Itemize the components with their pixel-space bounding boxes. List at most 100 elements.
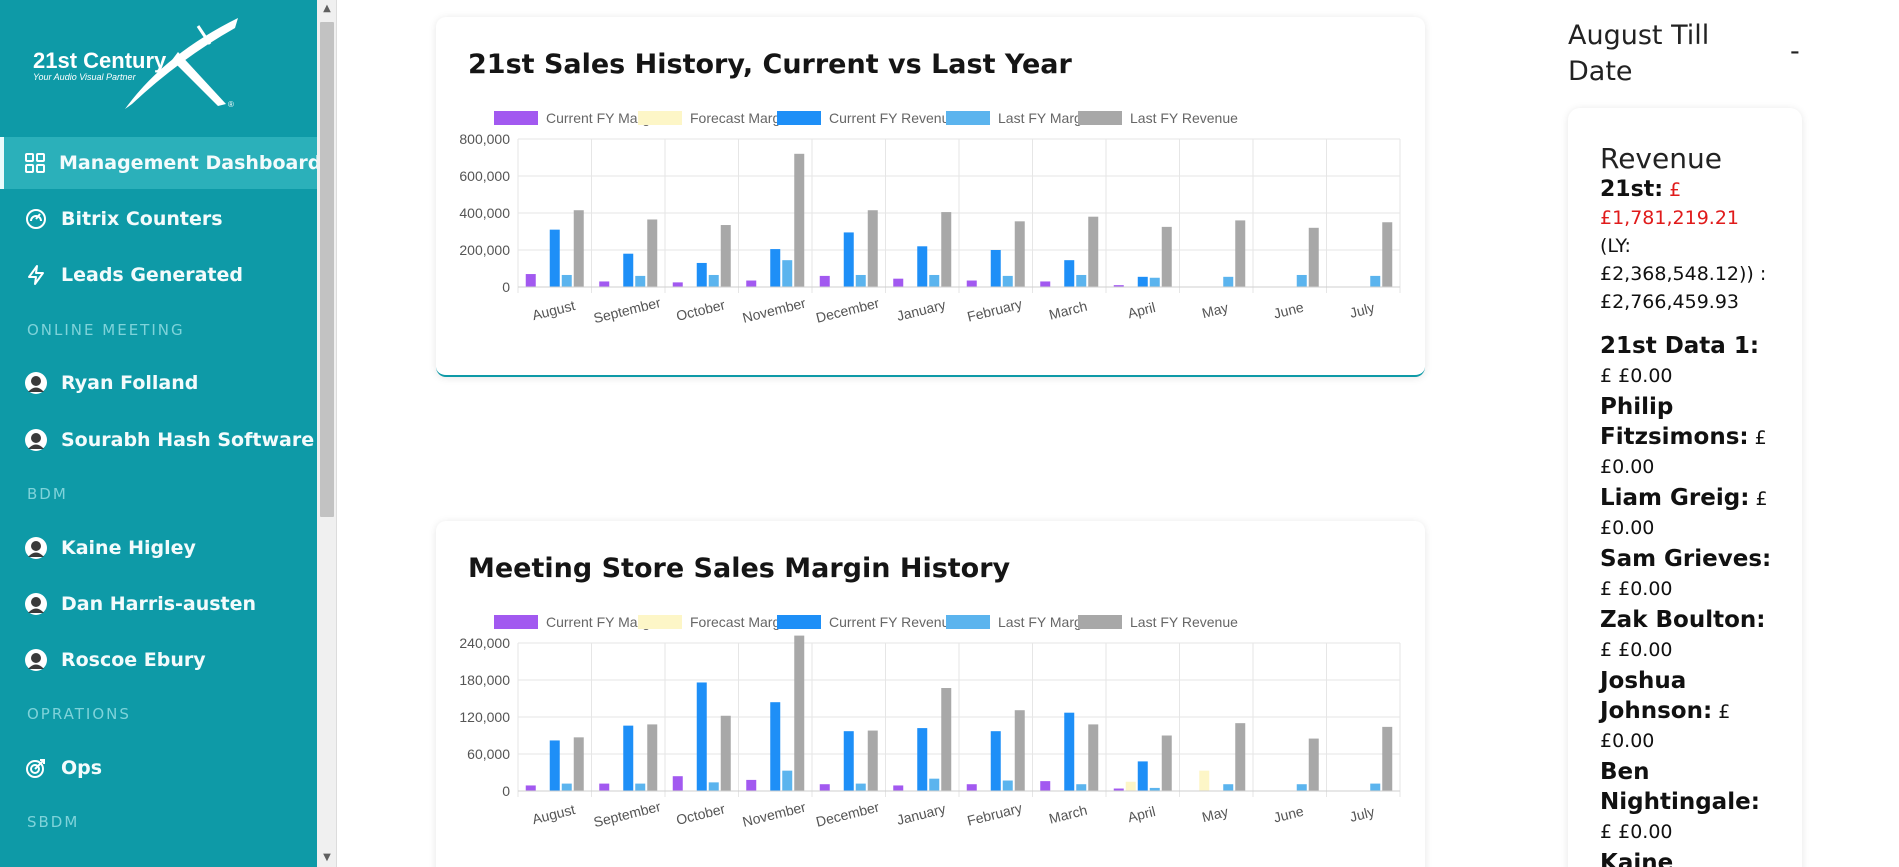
bar[interactable] (573, 210, 584, 287)
legend-item[interactable]: Last FY Margin (946, 614, 1093, 630)
bar[interactable] (917, 728, 928, 791)
bar[interactable] (1014, 710, 1025, 791)
bar[interactable] (1088, 724, 1099, 791)
bar[interactable] (941, 212, 952, 287)
bar[interactable] (746, 280, 757, 287)
legend-item[interactable]: Last FY Revenue (1078, 110, 1238, 126)
bar[interactable] (1296, 784, 1307, 791)
bar[interactable] (1076, 274, 1087, 287)
bar[interactable] (1014, 221, 1025, 287)
bar[interactable] (696, 682, 707, 791)
bar[interactable] (599, 783, 610, 791)
bar[interactable] (746, 779, 757, 791)
legend-item[interactable]: Forecast Margin (638, 110, 791, 126)
bar[interactable] (819, 784, 830, 791)
bar[interactable] (1002, 275, 1013, 287)
bar[interactable] (929, 778, 940, 791)
bar[interactable] (635, 275, 646, 287)
bar[interactable] (549, 229, 560, 287)
bar[interactable] (867, 730, 878, 791)
sales-history-chart[interactable]: Current FY Margin Forecast Margin Current … (436, 107, 1425, 347)
bar[interactable] (1235, 220, 1246, 287)
bar[interactable] (1149, 787, 1160, 791)
bar[interactable] (1308, 227, 1319, 287)
legend-item[interactable]: Current FY Revenue (777, 110, 957, 126)
bar[interactable] (1137, 276, 1148, 287)
bar[interactable] (708, 274, 719, 287)
bar[interactable] (647, 219, 658, 287)
bar[interactable] (599, 281, 610, 287)
sidebar-item-roscoe-ebury[interactable]: Roscoe Ebury (0, 634, 317, 686)
bar[interactable] (1064, 260, 1075, 287)
bar[interactable] (917, 246, 928, 287)
bar[interactable] (893, 278, 904, 287)
bar[interactable] (855, 274, 866, 287)
meeting-store-margin-chart[interactable]: Current FY Margin Forecast Margin Current … (436, 611, 1425, 851)
bar[interactable] (672, 776, 683, 791)
bar[interactable] (708, 782, 719, 791)
sidebar-item-sourabh-hash-software[interactable]: Sourabh Hash Software (0, 414, 317, 466)
scroll-thumb[interactable] (320, 22, 334, 517)
bar[interactable] (990, 731, 1001, 791)
bar[interactable] (623, 253, 634, 287)
bar[interactable] (770, 249, 781, 287)
sidebar-item-ops[interactable]: Ops (0, 742, 317, 794)
bar[interactable] (1199, 770, 1210, 791)
bar[interactable] (1064, 712, 1075, 791)
legend-item[interactable]: Last FY Revenue (1078, 614, 1238, 630)
bar[interactable] (1308, 738, 1319, 791)
bar[interactable] (990, 250, 1001, 287)
sidebar-item-dan-harris-austen[interactable]: Dan Harris-austen (0, 578, 317, 630)
scroll-down-arrow-icon[interactable]: ▼ (323, 852, 331, 863)
bar[interactable] (525, 274, 536, 287)
bar[interactable] (561, 783, 572, 791)
bar[interactable] (1113, 285, 1124, 287)
bar[interactable] (672, 282, 683, 287)
bar[interactable] (647, 724, 658, 791)
bar[interactable] (1382, 222, 1393, 287)
scroll-up-arrow-icon[interactable]: ▲ (323, 3, 331, 14)
sidebar-item-bitrix-counters[interactable]: Bitrix Counters (0, 193, 317, 245)
legend-item[interactable]: Current FY Margin (494, 614, 661, 630)
bar[interactable] (1235, 723, 1246, 791)
bar[interactable] (867, 210, 878, 287)
bar[interactable] (1161, 226, 1172, 287)
bar[interactable] (843, 731, 854, 791)
bar[interactable] (720, 715, 731, 791)
bar[interactable] (843, 232, 854, 287)
bar[interactable] (1125, 781, 1136, 791)
bar[interactable] (635, 783, 646, 791)
bar[interactable] (1113, 788, 1124, 791)
bar[interactable] (1088, 216, 1099, 287)
legend-item[interactable]: Forecast Margin (638, 614, 791, 630)
bar[interactable] (1040, 781, 1051, 791)
bar[interactable] (1370, 275, 1381, 287)
bar[interactable] (1296, 274, 1307, 287)
bar[interactable] (893, 785, 904, 791)
bar[interactable] (819, 275, 830, 287)
bar[interactable] (794, 635, 805, 791)
bar[interactable] (1382, 726, 1393, 791)
sidebar-scrollbar[interactable]: ▲ ▼ (317, 0, 337, 867)
sidebar-item-leads-generated[interactable]: Leads Generated (0, 249, 317, 301)
bar[interactable] (855, 783, 866, 791)
bar[interactable] (941, 688, 952, 791)
bar[interactable] (1161, 735, 1172, 792)
bar[interactable] (782, 260, 793, 287)
bar[interactable] (623, 725, 634, 791)
bar[interactable] (1370, 783, 1381, 791)
bar[interactable] (1137, 761, 1148, 791)
bar[interactable] (966, 280, 977, 287)
bar[interactable] (1149, 277, 1160, 287)
bar[interactable] (782, 770, 793, 791)
sidebar-item-management-dashboard[interactable]: Management Dashboard (0, 137, 317, 189)
bar[interactable] (1076, 784, 1087, 791)
bar[interactable] (696, 262, 707, 287)
brand-logo[interactable]: 21st Century Your Audio Visual Partner ® (30, 14, 260, 114)
bar[interactable] (929, 274, 940, 287)
bar[interactable] (1002, 780, 1013, 791)
bar[interactable] (794, 153, 805, 287)
sidebar-item-kaine-higley[interactable]: Kaine Higley (0, 522, 317, 574)
legend-item[interactable]: Current FY Revenue (777, 614, 957, 630)
legend-item[interactable]: Last FY Margin (946, 110, 1093, 126)
